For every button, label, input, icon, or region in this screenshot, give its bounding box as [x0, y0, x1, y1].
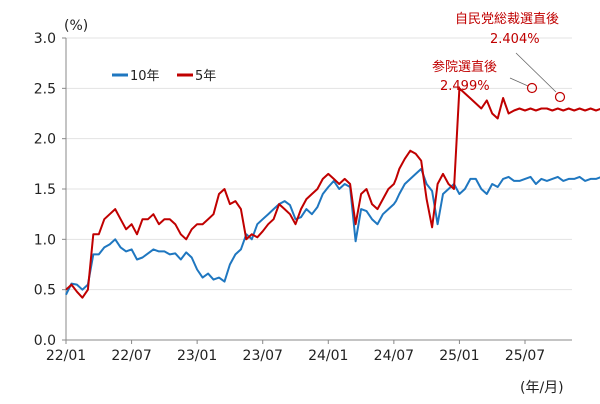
x-tick-label: 25/07 — [505, 348, 545, 364]
annotation-upper-house-title: 参院選直後 — [432, 59, 497, 75]
annotation-upper-house: 参院選直後 2.499% — [432, 59, 538, 94]
annotation-ldp-election-value: 2.404% — [490, 32, 540, 47]
y-tick-label: 2.0 — [34, 132, 56, 148]
y-tick-label: 0.5 — [34, 283, 56, 299]
x-tick-label: 22/07 — [111, 348, 151, 364]
annotation-ldp-election: 自民党総裁選直後 2.404% — [455, 11, 566, 103]
legend: 10年 5年 — [112, 69, 216, 84]
series-line-10y — [65, 167, 600, 296]
annotation-ldp-election-marker — [554, 91, 566, 103]
y-tick-label: 1.5 — [34, 182, 56, 198]
x-unit-label: (年/月) — [520, 380, 564, 396]
x-tick-label: 25/01 — [439, 348, 479, 364]
annotation-upper-house-marker — [526, 82, 538, 94]
series-lines — [65, 87, 600, 299]
series-line-5y — [65, 87, 600, 299]
x-axis: 22/01 22/07 23/01 23/07 24/01 24/07 25/01 25/07 — [46, 339, 572, 364]
x-tick-label: 23/01 — [177, 348, 217, 364]
y-tick-label: 0.0 — [34, 333, 56, 349]
annotation-ldp-election-leader — [515, 52, 557, 93]
y-unit-label: (%) — [64, 18, 88, 34]
y-tick-label: 3.0 — [34, 31, 56, 47]
legend-5y-label: 5年 — [195, 69, 216, 84]
x-tick-label: 22/01 — [46, 348, 86, 364]
y-tick-label: 2.5 — [34, 81, 56, 97]
annotation-ldp-election-title: 自民党総裁選直後 — [455, 11, 559, 27]
x-tick-label: 23/07 — [243, 348, 283, 364]
annotation-upper-house-value: 2.499% — [440, 79, 490, 94]
y-axis: 0.0 0.5 1.0 1.5 2.0 2.5 3.0 — [34, 31, 67, 349]
annotation-upper-house-leader — [509, 77, 529, 87]
legend-10y-label: 10年 — [130, 69, 160, 84]
x-tick-label: 24/01 — [308, 348, 348, 364]
x-tick-label: 24/07 — [374, 348, 414, 364]
gridlines — [66, 37, 572, 291]
y-tick-label: 1.0 — [34, 232, 56, 248]
